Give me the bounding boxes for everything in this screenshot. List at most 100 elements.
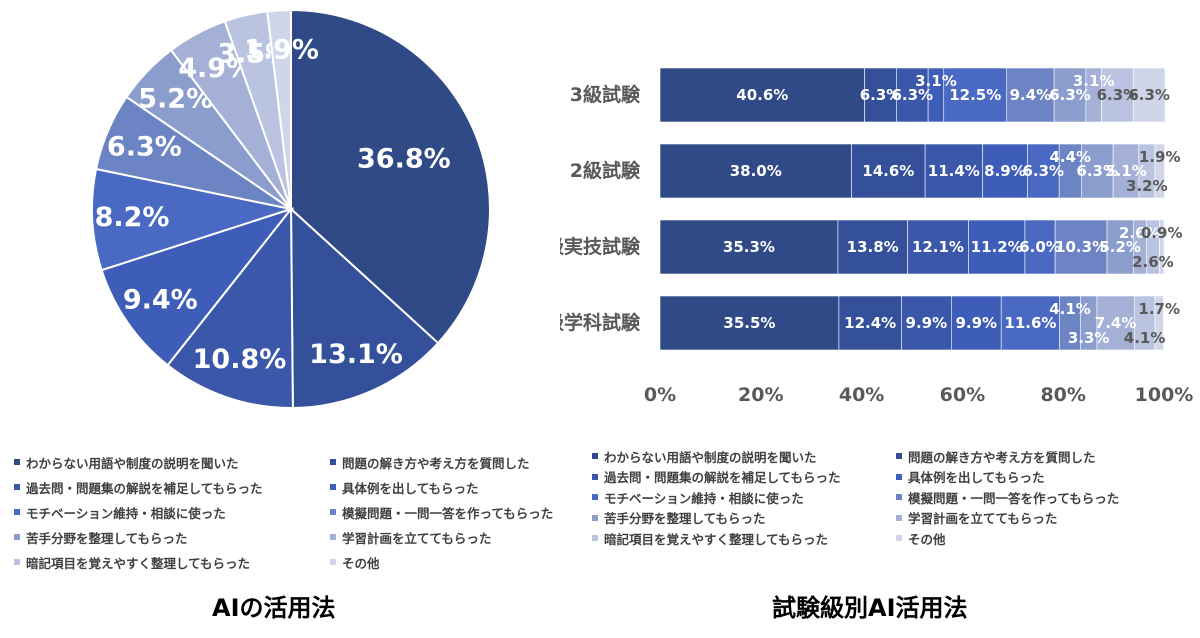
legend-label: 過去問・問題集の解説を補足してもらった bbox=[604, 470, 841, 485]
legend-swatch bbox=[330, 559, 336, 565]
bar-data-label: 6.3% bbox=[860, 86, 902, 104]
legend-item: 問題の解き方や考え方を質問した bbox=[896, 446, 1096, 466]
legend-item: 模擬問題・一問一答を作ってもらった bbox=[330, 502, 553, 522]
bar-segment bbox=[901, 295, 952, 351]
pie-legend: わからない用語や制度の説明を聞いた 問題の解き方や考え方を質問した過去問・問題集の… bbox=[14, 452, 574, 582]
bar-data-label: 7.4% bbox=[1095, 314, 1137, 332]
legend-swatch bbox=[330, 509, 336, 515]
legend-item: 苦手分野を整理してもらった bbox=[592, 508, 766, 528]
pie-data-label: 10.8% bbox=[193, 344, 287, 375]
legend-swatch bbox=[896, 514, 902, 521]
bar-data-label: 40.6% bbox=[736, 86, 788, 104]
legend-swatch bbox=[592, 514, 598, 521]
legend-item: 過去問・問題集の解説を補足してもらった bbox=[592, 467, 841, 487]
legend-swatch bbox=[896, 473, 902, 480]
bar-segment bbox=[1101, 67, 1134, 123]
legend-swatch bbox=[896, 453, 902, 459]
pie-slice bbox=[100, 207, 294, 367]
legend-label: モチベーション維持・相談に使った bbox=[604, 490, 804, 506]
category-label: 3級試験 bbox=[570, 83, 641, 106]
legend-label: 学習計画を立ててもらった bbox=[342, 530, 492, 546]
legend-item: 模擬問題・一問一答を作ってもらった bbox=[896, 487, 1119, 507]
bar-data-label: 8.9% bbox=[984, 162, 1026, 180]
legend-label: 暗記項目を覚えやすく整理してもらった bbox=[604, 531, 829, 547]
bar-segment bbox=[1053, 67, 1087, 123]
bar-data-label: 6.3% bbox=[1022, 162, 1064, 180]
legend-label: モチベーション維持・相談に使った bbox=[26, 505, 226, 521]
bar-data-label: 4.1% bbox=[1124, 329, 1166, 347]
bar-data-label: 0.9% bbox=[1141, 224, 1183, 242]
legend-label: その他 bbox=[908, 531, 946, 547]
pie-slice bbox=[266, 8, 292, 210]
legend-item: その他 bbox=[896, 528, 946, 548]
x-tick-label: 40% bbox=[839, 384, 884, 406]
bar-segment bbox=[1154, 295, 1164, 351]
legend-item: 学習計画を立ててもらった bbox=[896, 508, 1057, 528]
bar-data-label: 3.3% bbox=[1068, 329, 1110, 347]
bar-data-label: 12.4% bbox=[844, 314, 896, 332]
bar-segment bbox=[1132, 67, 1166, 123]
legend-item: わからない用語や制度の説明を聞いた bbox=[14, 452, 239, 472]
bar-data-label: 4.1% bbox=[1049, 300, 1091, 318]
bar-data-label: 3.1% bbox=[1073, 72, 1115, 90]
bar-data-label: 11.4% bbox=[928, 162, 980, 180]
bar-segment bbox=[1112, 143, 1140, 199]
legend-item: 苦手分野を整理してもらった bbox=[14, 527, 188, 547]
legend-swatch bbox=[14, 484, 20, 490]
pie-slice bbox=[166, 206, 294, 409]
legend-label: 学習計画を立ててもらった bbox=[908, 511, 1058, 526]
bar-data-label: 11.2% bbox=[971, 238, 1023, 256]
bar-data-label: 5.1% bbox=[1105, 162, 1147, 180]
x-tick-label: 0% bbox=[644, 384, 676, 406]
category-label: 1級学科試験 bbox=[560, 311, 641, 334]
pie-data-label: 1.9% bbox=[244, 35, 319, 66]
bar-data-label: 6.3% bbox=[1128, 86, 1170, 104]
pie-slice bbox=[91, 167, 295, 272]
pie-chart: 36.8%13.1%10.8%9.4%8.2%6.3%5.2%4.9%3.5%1… bbox=[91, 8, 491, 410]
pie-data-label: 13.1% bbox=[309, 339, 403, 370]
bar-data-label: 10.3% bbox=[1055, 238, 1107, 256]
legend-item: 暗記項目を覚えやすく整理してもらった bbox=[592, 528, 828, 548]
category-label: 1級実技試験 bbox=[560, 235, 641, 258]
bar-data-label: 12.5% bbox=[949, 86, 1001, 104]
legend-swatch bbox=[14, 509, 20, 515]
legend-label: 暗記項目を覚えやすく整理してもらった bbox=[26, 555, 251, 571]
legend-label: 問題の解き方や考え方を質問した bbox=[908, 449, 1096, 465]
bar-segment bbox=[1159, 219, 1165, 275]
bar-data-label: 6.0% bbox=[1019, 238, 1061, 256]
bar-data-label: 4.4% bbox=[1049, 148, 1091, 166]
legend-swatch bbox=[592, 453, 598, 459]
bar-data-label: 2.6% bbox=[1119, 224, 1161, 242]
legend-item: 具体例を出してもらった bbox=[330, 477, 479, 497]
bar-legend: わからない用語や制度の説明を聞いた 問題の解き方や考え方を質問した過去問・問題集の… bbox=[592, 446, 1192, 556]
legend-label: わからない用語や制度の説明を聞いた bbox=[26, 455, 239, 471]
legend-swatch bbox=[330, 484, 336, 490]
legend-label: わからない用語や制度の説明を聞いた bbox=[604, 449, 817, 465]
bar-segment bbox=[943, 67, 1008, 123]
legend-item: わからない用語や制度の説明を聞いた bbox=[592, 446, 817, 466]
bar-data-label: 2.6% bbox=[1132, 253, 1174, 271]
legend-item: 暗記項目を覚えやすく整理してもらった bbox=[14, 552, 250, 572]
bar-segment bbox=[659, 219, 839, 275]
legend-label: 過去問・問題集の解説を補足してもらった bbox=[26, 480, 263, 496]
legend-swatch bbox=[330, 459, 336, 465]
bar-data-label: 11.6% bbox=[1004, 314, 1056, 332]
legend-item: 問題の解き方や考え方を質問した bbox=[330, 452, 530, 472]
legend-swatch bbox=[592, 535, 598, 541]
x-tick-label: 20% bbox=[738, 384, 783, 406]
bar-segment bbox=[1081, 143, 1114, 199]
bar-data-label: 3.1% bbox=[915, 72, 957, 90]
legend-label: 具体例を出してもらった bbox=[342, 480, 479, 496]
legend-swatch bbox=[896, 535, 902, 541]
legend-item: モチベーション維持・相談に使った bbox=[592, 487, 804, 507]
pie-data-label: 6.3% bbox=[107, 131, 182, 162]
legend-item: その他 bbox=[330, 552, 380, 572]
stacked-bar-chart: 3級試験 2級試験 1級実技試験 1級学科試験 0% 20% 40% 60% 80% 100% 40… bbox=[560, 67, 1193, 406]
legend-swatch bbox=[14, 459, 20, 465]
bar-data-label: 35.3% bbox=[723, 238, 775, 256]
legend-label: 具体例を出してもらった bbox=[908, 470, 1045, 485]
bar-segment bbox=[838, 295, 902, 351]
x-tick-label: 80% bbox=[1040, 384, 1085, 406]
bar-data-label: 1.9% bbox=[1139, 148, 1181, 166]
bar-data-label: 6.3% bbox=[891, 86, 933, 104]
